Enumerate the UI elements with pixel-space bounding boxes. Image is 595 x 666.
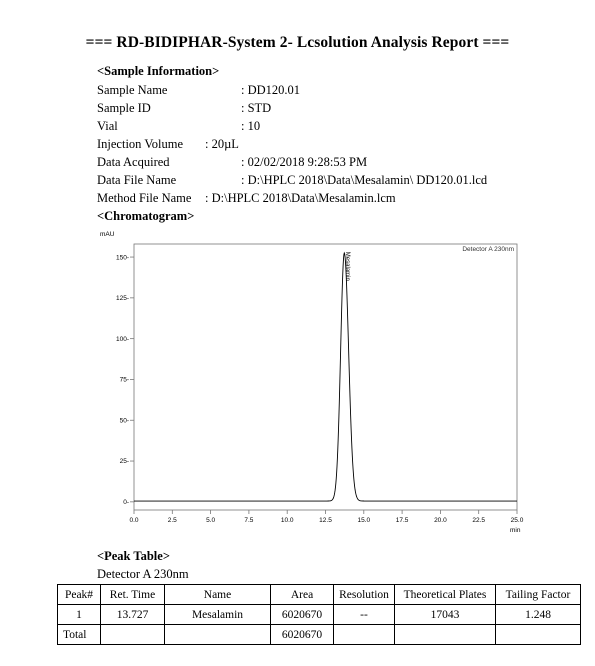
data-file-name-value: : D:\HPLC 2018\Data\Mesalamin\ DD120.01.…: [241, 173, 488, 187]
header-resolution: Resolution: [333, 584, 395, 605]
data-file-name-label: Data File Name: [97, 173, 177, 187]
y-tick-label: 50-: [120, 417, 129, 424]
x-tick-label: 15.0: [357, 517, 370, 524]
header-theoretical-plates: Theoretical Plates: [394, 584, 496, 605]
cell-total-name: [164, 624, 271, 645]
y-axis-label: mAU: [100, 231, 115, 238]
method-file-name-label: Method File Name: [97, 191, 192, 205]
sample-info-heading: <Sample Information>: [97, 64, 220, 78]
x-axis-label: min: [510, 527, 521, 534]
sample-id-value: : STD: [241, 101, 272, 115]
y-tick-label: 150-: [116, 254, 129, 261]
cell-area: 6020670: [270, 604, 334, 625]
header-name: Name: [164, 584, 271, 605]
header-peak-num: Peak#: [57, 584, 101, 605]
peak-table-heading: <Peak Table>: [97, 549, 170, 563]
vial-label: Vial: [97, 119, 118, 133]
peak-table-header-row: Peak# Ret. Time Name Area Resolution The…: [57, 584, 581, 605]
table-row: 1 13.727 Mesalamin 6020670 -- 17043 1.24…: [57, 604, 581, 625]
injection-volume-label: Injection Volume: [97, 137, 183, 151]
x-tick-label: 0.0: [129, 517, 138, 524]
data-acquired-value: : 02/02/2018 9:28:53 PM: [241, 155, 368, 169]
cell-resolution: --: [333, 604, 395, 625]
x-axis-ticks: 0.0 2.5 5.0 7.5 10.0 12.5 15.0 17.5 20.0 22.5 25.0: [129, 510, 524, 524]
sample-name-label: Sample Name: [97, 83, 168, 97]
data-acquired-label: Data Acquired: [97, 155, 170, 169]
sample-name-value: : DD120.01: [241, 83, 301, 97]
peak-label: Mesalamin: [344, 252, 350, 281]
header-tailing-factor: Tailing Factor: [495, 584, 581, 605]
chromatogram-heading: <Chromatogram>: [97, 209, 195, 223]
y-tick-label: 75-: [120, 377, 129, 384]
cell-theoretical-plates: 17043: [394, 604, 496, 625]
sample-id-label: Sample ID: [97, 101, 151, 115]
vial-value: : 10: [241, 119, 261, 133]
injection-volume-value: : 20µL: [205, 137, 239, 151]
cell-total-theoretical-plates: [394, 624, 496, 645]
report-title: === RD-BIDIPHAR-System 2- Lcsolution Ana…: [85, 34, 510, 51]
x-tick-label: 7.5: [244, 517, 253, 524]
cell-total-ret-time: [100, 624, 165, 645]
table-total-row: Total 6020670: [57, 624, 581, 645]
y-tick-label: 100-: [116, 336, 129, 343]
x-tick-label: 5.0: [206, 517, 215, 524]
chromatogram-trace: [134, 251, 517, 502]
cell-name: Mesalamin: [164, 604, 271, 625]
header-area: Area: [270, 584, 334, 605]
cell-total-resolution: [333, 624, 395, 645]
chart-legend: Detector A 230nm: [462, 246, 514, 253]
chromatogram-chart: mAU 0- 25- 50- 75- 100- 125- 150- 0.0 2.5 5.0 7.5…: [100, 231, 524, 534]
x-tick-label: 20.0: [434, 517, 447, 524]
x-tick-label: 17.5: [396, 517, 409, 524]
y-tick-label: 125-: [116, 295, 129, 302]
cell-total-area: 6020670: [270, 624, 334, 645]
y-tick-label: 25-: [120, 458, 129, 465]
header-ret-time: Ret. Time: [100, 584, 165, 605]
y-tick-label: 0-: [123, 499, 129, 506]
peak-table-detector: Detector A 230nm: [97, 567, 189, 581]
cell-peak-num: 1: [57, 604, 101, 625]
peak-table: Peak# Ret. Time Name Area Resolution The…: [57, 584, 581, 645]
x-tick-label: 12.5: [319, 517, 332, 524]
cell-total-label: Total: [57, 624, 101, 645]
x-tick-label: 25.0: [511, 517, 524, 524]
plot-frame: [133, 243, 518, 511]
x-tick-label: 10.0: [281, 517, 294, 524]
cell-tailing-factor: 1.248: [495, 604, 581, 625]
cell-total-tailing-factor: [495, 624, 581, 645]
method-file-name-value: : D:\HPLC 2018\Data\Mesalamin.lcm: [205, 191, 396, 205]
x-tick-label: 22.5: [472, 517, 485, 524]
y-axis-ticks: 0- 25- 50- 75- 100- 125- 150-: [116, 254, 134, 506]
x-tick-label: 2.5: [168, 517, 177, 524]
cell-ret-time: 13.727: [100, 604, 165, 625]
